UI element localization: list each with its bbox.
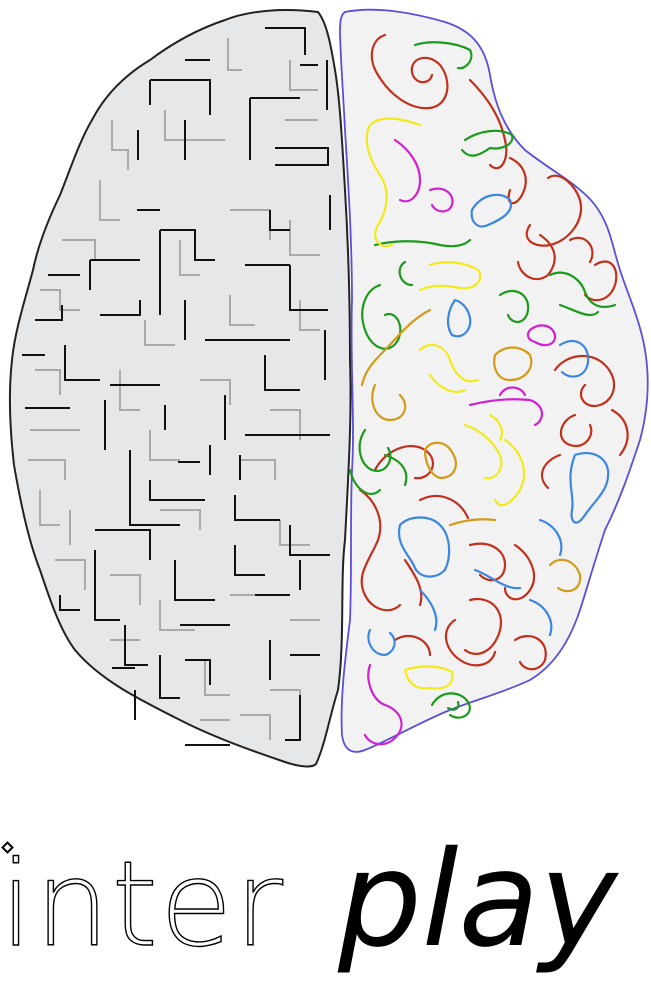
brain-logo-graphic bbox=[8, 8, 649, 768]
wordmark-thin-part: inter bbox=[0, 835, 285, 973]
blue-squiggles bbox=[367, 193, 610, 657]
wordmark-bold-part: play bbox=[337, 823, 619, 977]
maze-light-walls bbox=[28, 38, 320, 740]
left-hemisphere-maze bbox=[8, 9, 352, 768]
wordmark-i-dot bbox=[1, 841, 14, 854]
interplay-wordmark: inter play bbox=[0, 823, 619, 977]
right-hemisphere-squiggles bbox=[339, 8, 649, 753]
magenta-squiggles bbox=[363, 138, 557, 746]
right-hemisphere-outline bbox=[339, 8, 649, 753]
maze-dark-walls bbox=[22, 27, 331, 746]
orange-squiggles bbox=[360, 308, 582, 593]
green-squiggles bbox=[348, 41, 617, 719]
yellow-squiggles bbox=[365, 117, 526, 690]
